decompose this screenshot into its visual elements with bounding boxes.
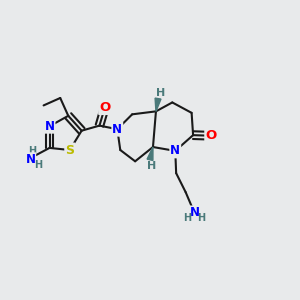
Polygon shape	[147, 147, 153, 160]
Text: N: N	[190, 206, 200, 219]
Text: N: N	[112, 123, 122, 136]
Text: N: N	[26, 153, 35, 166]
Text: H: H	[34, 160, 42, 170]
Text: H: H	[147, 161, 156, 171]
Text: O: O	[99, 101, 110, 114]
Text: N: N	[44, 120, 55, 133]
Text: H: H	[28, 146, 36, 157]
Text: S: S	[65, 143, 74, 157]
Text: H: H	[156, 88, 165, 98]
Text: H: H	[197, 213, 206, 223]
Text: H: H	[183, 213, 191, 223]
Text: N: N	[170, 144, 180, 158]
Polygon shape	[155, 98, 161, 111]
Text: O: O	[205, 129, 217, 142]
